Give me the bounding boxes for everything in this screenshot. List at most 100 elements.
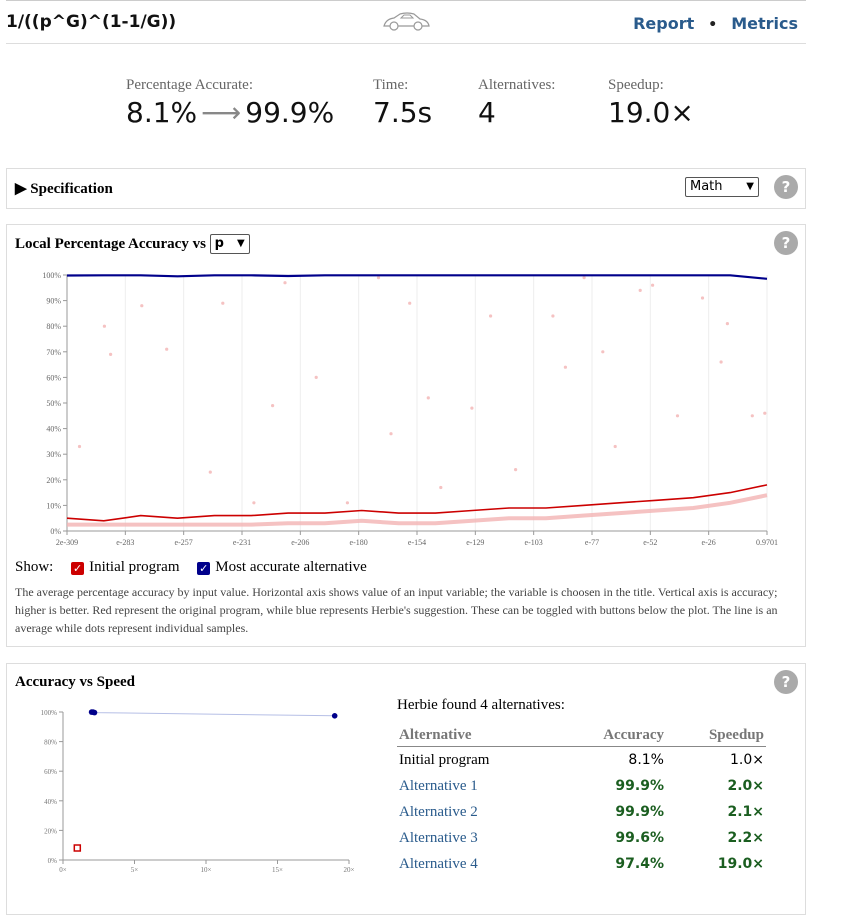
x-tick-label: e-52: [643, 538, 657, 545]
initial-sample-point: [439, 485, 443, 490]
y-tick-label: 90%: [46, 297, 61, 306]
chevron-down-icon: ▼: [236, 238, 245, 249]
initial-program-toggle-label: Initial program: [89, 559, 180, 575]
format-select-value: Math: [690, 179, 723, 194]
alternatives-value: 4: [478, 96, 496, 129]
y-tick-label: 80%: [44, 739, 57, 747]
triangle-right-icon: ▶: [15, 181, 27, 197]
accuracy-plot-title-text: Local Percentage Accuracy vs: [15, 236, 206, 252]
y-tick-label: 40%: [44, 798, 57, 806]
initial-sample-point: [345, 501, 349, 505]
accuracy-stat: Percentage Accurate: 8.1% ⟶ 99.9%: [126, 77, 334, 129]
help-icon[interactable]: ?: [774, 175, 798, 199]
x-tick-label: 0×: [59, 866, 67, 874]
best-alternative-checkbox[interactable]: ✓: [197, 562, 211, 575]
initial-sample-point: [675, 414, 680, 418]
table-row: Alternative 3 99.6% 2.2×: [397, 825, 766, 851]
best-alternative-toggle-label: Most accurate alternative: [215, 559, 367, 575]
row-speedup: 2.0×: [727, 778, 764, 794]
alternative-point: [331, 713, 338, 719]
row-accuracy: 99.9%: [615, 804, 664, 820]
initial-sample-point: [725, 322, 730, 326]
row-accuracy: 8.1%: [628, 752, 664, 768]
initial-program-checkbox[interactable]: ✓: [71, 562, 85, 575]
format-select[interactable]: Math ▼: [685, 177, 759, 197]
nav-separator: •: [708, 17, 718, 33]
x-tick-label: e-283: [116, 538, 134, 545]
initial-sample-point: [470, 406, 474, 410]
variable-select[interactable]: p ▼: [209, 234, 250, 254]
row-speedup: 19.0×: [717, 856, 764, 872]
column-header-alternative: Alternative: [397, 724, 556, 747]
help-icon[interactable]: ?: [774, 231, 798, 255]
initial-sample-point: [283, 281, 287, 285]
table-row: Alternative 4 97.4% 19.0×: [397, 851, 766, 877]
alternative-link[interactable]: Alternative 1: [399, 777, 478, 794]
initial-sample-point: [638, 288, 642, 292]
accuracy-speed-title: Accuracy vs Speed: [15, 674, 135, 690]
alternative-link[interactable]: Alternative 2: [399, 803, 478, 820]
specification-toggle[interactable]: ▶ Specification: [15, 179, 113, 198]
pareto-line: [91, 711, 335, 717]
initial-sample-point: [514, 468, 518, 472]
table-row: Alternative 2 99.9% 2.1×: [397, 799, 766, 825]
arrow-right-icon: ⟶: [201, 96, 242, 129]
x-tick-label: e-154: [408, 538, 426, 545]
help-icon[interactable]: ?: [774, 670, 798, 694]
initial-sample-point: [613, 444, 617, 449]
initial-sample-point: [102, 324, 106, 328]
show-label: Show:: [15, 559, 54, 575]
x-tick-label: e-257: [175, 538, 193, 545]
x-tick-label: 5×: [131, 866, 139, 874]
initial-sample-point: [376, 276, 381, 280]
nav-metrics-link[interactable]: Metrics: [731, 14, 798, 33]
alternatives-stat: Alternatives: 4: [478, 77, 555, 129]
initial-sample-point: [750, 414, 754, 418]
y-tick-label: 20%: [44, 827, 57, 835]
table-row: Alternative 1 99.9% 2.0×: [397, 773, 766, 799]
y-tick-label: 0%: [50, 527, 61, 536]
row-name: Initial program: [399, 751, 490, 768]
initial-sample-point: [271, 404, 275, 408]
car-logo-icon: [383, 12, 430, 31]
initial-sample-point: [551, 314, 555, 318]
initial-sample-point: [601, 350, 605, 354]
initial-sample-point: [651, 283, 655, 287]
speedup-label: Speedup:: [608, 77, 664, 93]
x-tick-label: 2e-309: [56, 538, 78, 545]
row-speedup: 1.0×: [730, 752, 764, 768]
initial-samples-band: [67, 493, 768, 527]
column-header-speedup: Speedup: [666, 724, 766, 747]
x-tick-label: e-206: [291, 538, 309, 545]
x-tick-label: e-231: [233, 538, 251, 545]
initial-sample-point: [489, 314, 493, 318]
row-accuracy: 99.9%: [615, 778, 664, 794]
initial-sample-point: [719, 360, 723, 364]
table-row: Initial program 8.1% 1.0×: [397, 747, 766, 774]
variable-select-value: p: [214, 236, 224, 251]
y-tick-label: 40%: [46, 425, 61, 434]
page-title: 1/((p^G)^(1-1/G)): [6, 12, 177, 32]
best-alternative-line: [66, 274, 768, 280]
nav-report-link[interactable]: Report: [633, 14, 695, 33]
accuracy-speed-panel: Accuracy vs Speed ? 0% 20% 40% 60% 80% 100% 0×…: [6, 663, 806, 915]
row-accuracy: 97.4%: [615, 856, 664, 872]
time-stat: Time: 7.5s: [373, 77, 432, 129]
y-tick-label: 80%: [46, 322, 61, 331]
alternative-link[interactable]: Alternative 4: [399, 855, 478, 872]
y-tick-label: 20%: [46, 476, 61, 485]
time-value: 7.5s: [373, 96, 433, 129]
x-tick-label: 15×: [272, 866, 283, 874]
x-tick-label: 20×: [344, 866, 355, 874]
speedup-stat: Speedup: 19.0×: [608, 77, 694, 129]
alternative-link[interactable]: Alternative 3: [399, 829, 478, 846]
alternatives-found-text: Herbie found 4 alternatives:: [397, 697, 565, 713]
chevron-down-icon: ▼: [746, 181, 754, 192]
alternative-point: [91, 709, 98, 716]
x-tick-label: e-180: [350, 538, 368, 545]
accuracy-from: 8.1%: [126, 96, 198, 129]
initial-sample-point: [314, 375, 318, 379]
x-tick-label: e-77: [585, 538, 599, 545]
y-tick-label: 60%: [46, 373, 61, 382]
initial-sample-point: [252, 501, 256, 505]
